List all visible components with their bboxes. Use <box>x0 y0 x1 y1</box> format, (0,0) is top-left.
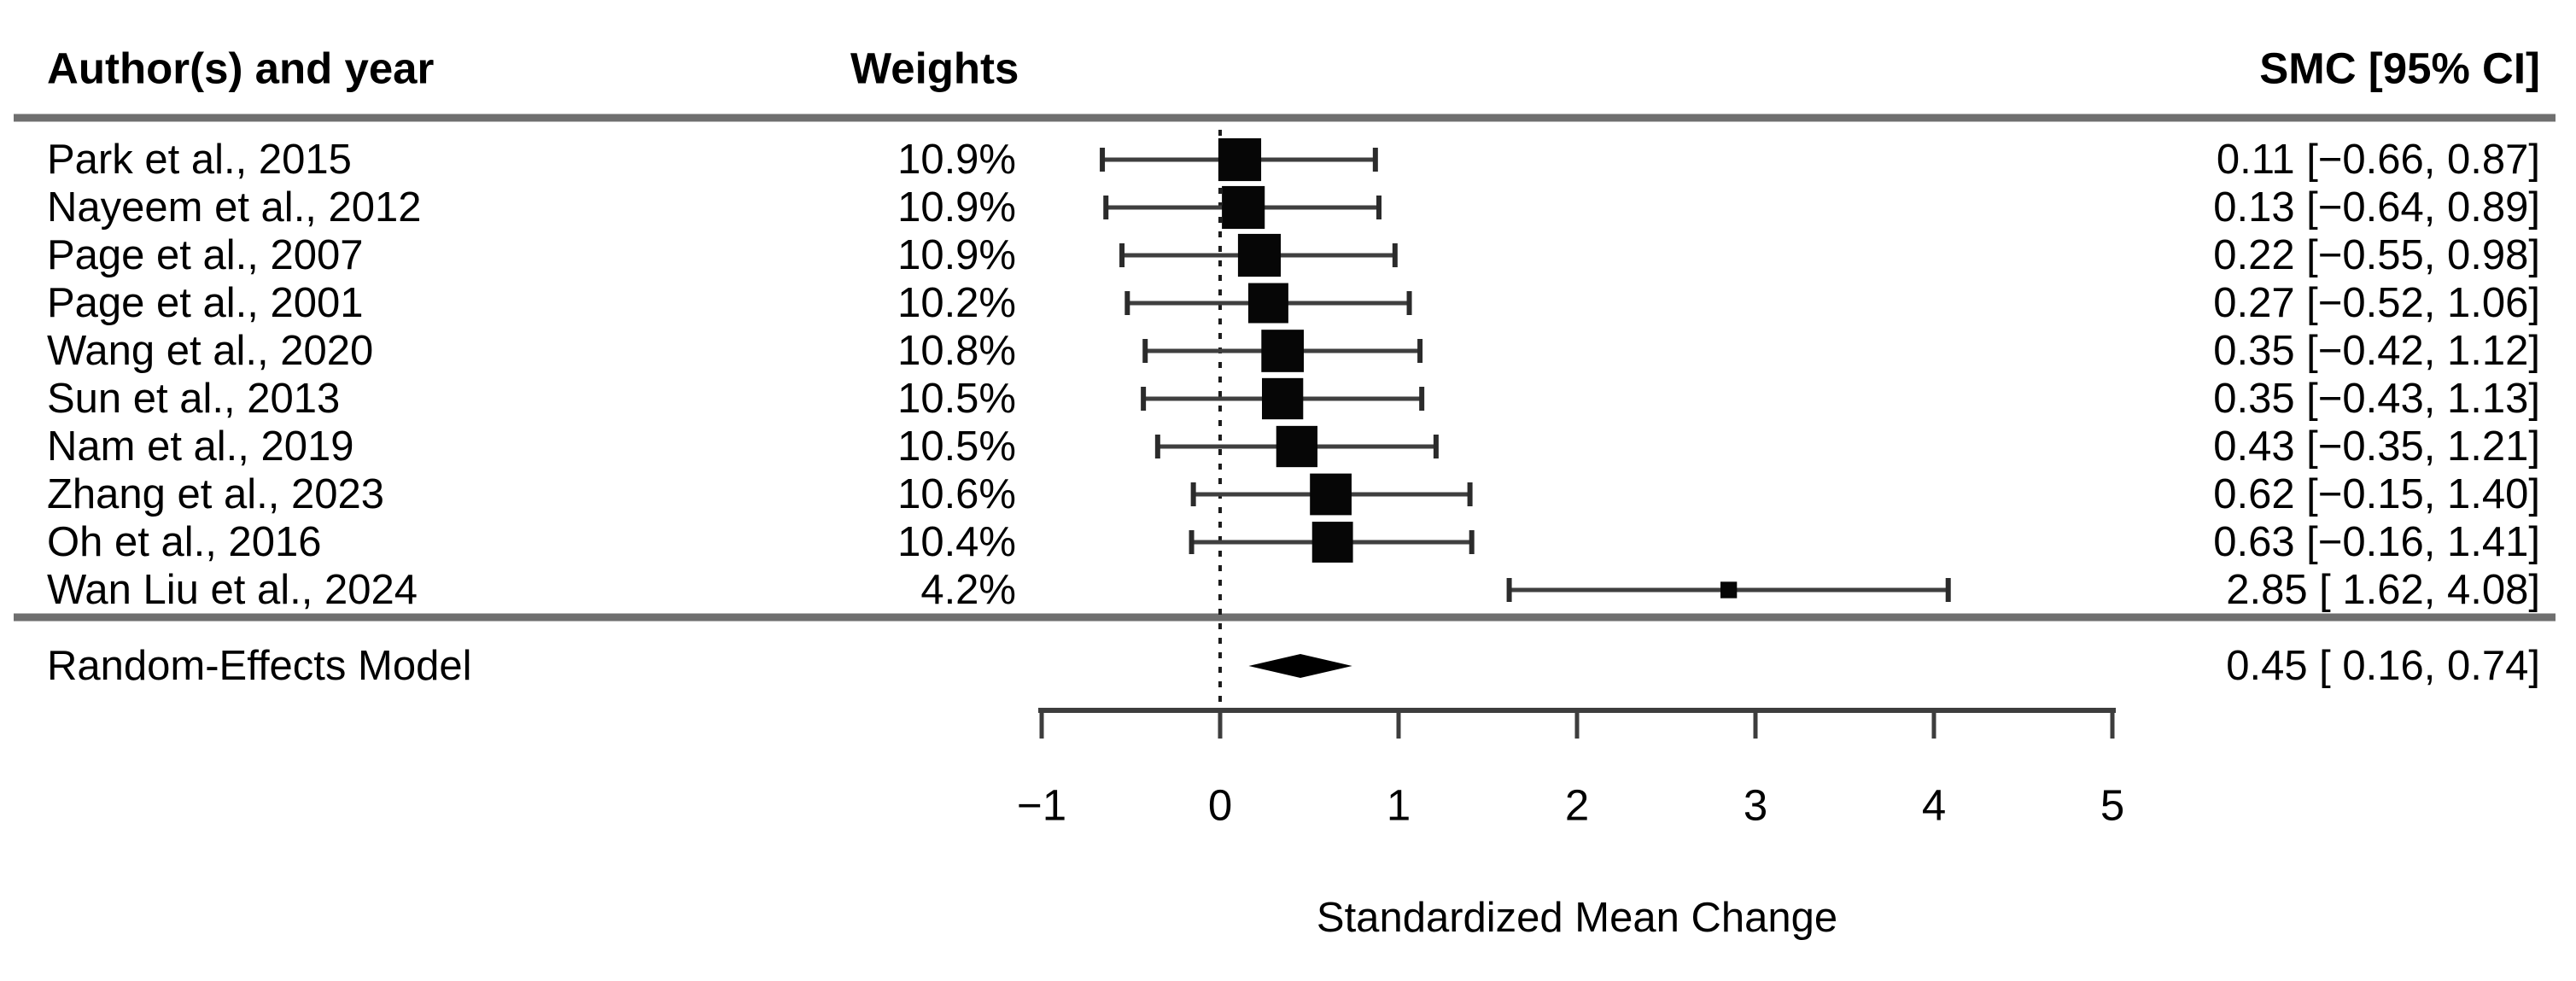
axis-tick-label: 5 <box>2100 781 2124 830</box>
study-row: Oh et al., 2016 10.4% 0.63 [−0.16, 1.41] <box>47 519 2540 565</box>
study-row: Nayeem et al., 2012 10.9% 0.13 [−0.64, 0.8… <box>47 184 2540 231</box>
study-row: Wan Liu et al., 2024 4.2% 2.85 [ 1.62, 4.0… <box>47 567 2540 613</box>
study-annotation: 0.43 [−0.35, 1.21] <box>2213 423 2540 470</box>
x-axis-layer: −1 0 1 2 3 4 5 <box>1017 708 2124 830</box>
study-weight: 10.5% <box>897 376 1016 422</box>
estimate-square <box>1247 283 1288 324</box>
study-label: Zhang et al., 2023 <box>47 471 384 517</box>
study-label: Oh et al., 2016 <box>47 519 321 565</box>
axis-tick-label: 0 <box>1208 781 1232 830</box>
estimate-square <box>1237 233 1282 277</box>
estimate-square <box>1218 137 1262 182</box>
study-annotation: 0.22 [−0.55, 0.98] <box>2213 232 2540 278</box>
summary-annotation: 0.45 [ 0.16, 0.74] <box>2226 643 2540 689</box>
study-annotation: 2.85 [ 1.62, 4.08] <box>2226 567 2540 613</box>
study-label: Park et al., 2015 <box>47 137 352 183</box>
study-weight: 10.9% <box>897 184 1016 231</box>
summary-diamond <box>1248 654 1352 678</box>
study-annotation: 0.63 [−0.16, 1.41] <box>2213 519 2540 565</box>
study-rows-layer: Park et al., 2015 10.9% 0.11 [−0.66, 0.87]… <box>47 137 2540 613</box>
study-weight: 10.8% <box>897 328 1016 374</box>
estimate-square <box>1261 330 1304 372</box>
study-annotation: 0.13 [−0.64, 0.89] <box>2213 184 2540 231</box>
study-weight: 4.2% <box>920 567 1016 613</box>
study-label: Nam et al., 2019 <box>47 423 354 470</box>
study-annotation: 0.27 [−0.52, 1.06] <box>2213 280 2540 326</box>
study-row: Sun et al., 2013 10.5% 0.35 [−0.43, 1.13] <box>47 376 2540 422</box>
study-row: Nam et al., 2019 10.5% 0.43 [−0.35, 1.21] <box>47 423 2540 470</box>
study-annotation: 0.62 [−0.15, 1.40] <box>2213 471 2540 517</box>
estimate-square <box>1222 185 1265 230</box>
axis-tick-label: 3 <box>1744 781 1767 830</box>
study-label: Wang et al., 2020 <box>47 328 373 374</box>
study-weight: 10.6% <box>897 471 1016 517</box>
summary-layer <box>1248 654 1352 678</box>
study-row: Page et al., 2007 10.9% 0.22 [−0.55, 0.98] <box>47 232 2540 278</box>
study-row: Page et al., 2001 10.2% 0.27 [−0.52, 1.06] <box>47 280 2540 326</box>
col-header-smc: SMC [95% CI] <box>2259 44 2540 93</box>
estimate-square <box>1310 473 1352 516</box>
study-label: Wan Liu et al., 2024 <box>47 567 418 613</box>
study-row: Zhang et al., 2023 10.6% 0.62 [−0.15, 1.40… <box>47 471 2540 517</box>
axis-tick-label: 2 <box>1565 781 1589 830</box>
study-label: Page et al., 2007 <box>47 232 364 278</box>
study-weight: 10.9% <box>897 137 1016 183</box>
estimate-square <box>1262 377 1304 420</box>
study-label: Sun et al., 2013 <box>47 376 340 422</box>
study-weight: 10.9% <box>897 232 1016 278</box>
study-weight: 10.2% <box>897 280 1016 326</box>
study-annotation: 0.11 [−0.66, 0.87] <box>2217 137 2540 183</box>
estimate-square <box>1276 425 1318 468</box>
axis-tick-label: −1 <box>1017 781 1066 830</box>
study-weight: 10.5% <box>897 423 1016 470</box>
axis-tick-label: 4 <box>1922 781 1946 830</box>
summary-label: Random-Effects Model <box>47 643 472 689</box>
study-row: Wang et al., 2020 10.8% 0.35 [−0.42, 1.12] <box>47 328 2540 374</box>
col-header-authors: Author(s) and year <box>47 44 435 93</box>
estimate-square <box>1720 581 1738 599</box>
axis-tick-label: 1 <box>1387 781 1411 830</box>
study-annotation: 0.35 [−0.43, 1.13] <box>2213 376 2540 422</box>
estimate-square <box>1311 522 1353 563</box>
study-weight: 10.4% <box>897 519 1016 565</box>
x-axis-title: Standardized Mean Change <box>1317 895 1837 941</box>
col-header-weights: Weights <box>850 44 1019 93</box>
study-label: Nayeem et al., 2012 <box>47 184 422 231</box>
study-annotation: 0.35 [−0.42, 1.12] <box>2213 328 2540 374</box>
study-row: Park et al., 2015 10.9% 0.11 [−0.66, 0.87] <box>47 137 2540 183</box>
study-label: Page et al., 2001 <box>47 280 364 326</box>
